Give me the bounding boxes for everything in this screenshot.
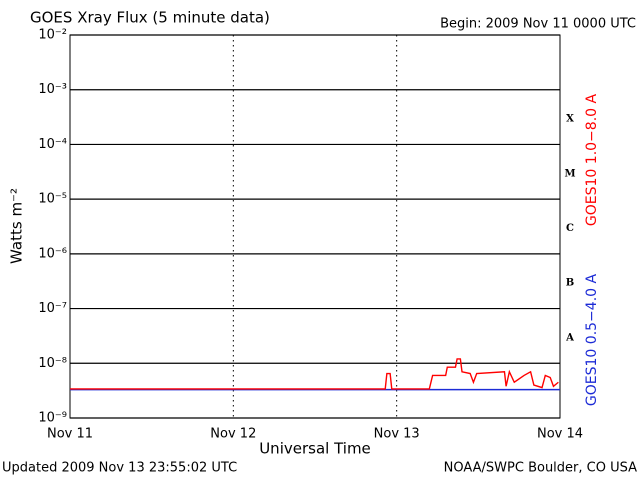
flare-class-label: M [564,168,575,179]
footer-left: Updated 2009 Nov 13 23:55:02 UTC [2,461,237,476]
flare-class-label: X [566,114,574,125]
y-tick-label: 10⁻³ [38,82,67,97]
legend-entry: GOES10 1.0−8.0 A [584,94,600,227]
flare-class-label: C [566,223,574,234]
y-tick-label: 10⁻⁸ [38,356,67,371]
y-tick-label: 10⁻² [38,28,67,43]
x-axis-label: Universal Time [259,440,371,458]
y-tick-label: 10⁻⁹ [38,411,67,426]
y-tick-label: 10⁻⁴ [38,137,67,152]
y-tick-label: 10⁻⁷ [38,301,67,316]
y-axis-label: Watts m⁻² [8,188,26,264]
y-tick-label: 10⁻⁶ [38,246,67,261]
plot-frame [69,34,561,419]
x-tick-label: Nov 14 [537,427,583,442]
x-tick-label: Nov 11 [47,427,93,442]
chart-title: GOES Xray Flux (5 minute data) [30,9,270,27]
series-line [70,358,559,390]
x-tick-label: Nov 12 [210,427,256,442]
chart-subtitle: Begin: 2009 Nov 11 0000 UTC [440,17,636,32]
flare-class-label: A [565,332,574,343]
x-tick-label: Nov 13 [374,427,420,442]
footer-right: NOAA/SWPC Boulder, CO USA [444,461,637,476]
flare-class-label: B [566,278,574,289]
y-tick-label: 10⁻⁵ [38,192,67,207]
legend-entry: GOES10 0.5−4.0 A [584,274,600,407]
